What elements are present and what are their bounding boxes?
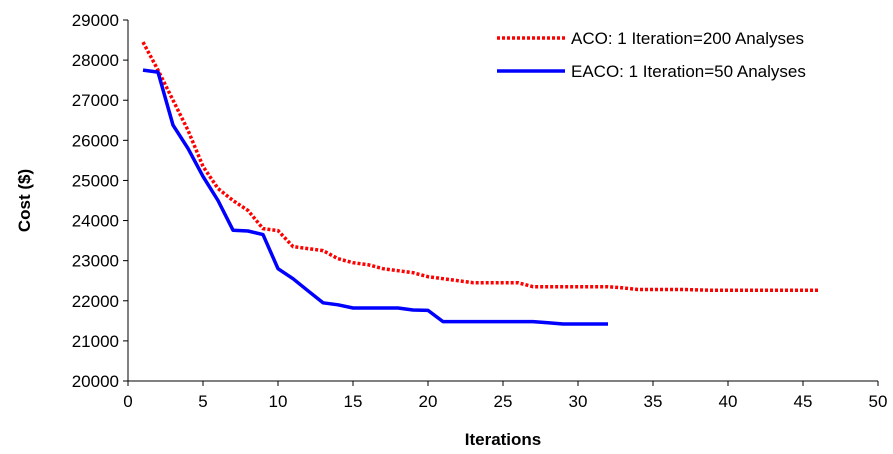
x-axis: 0 5 10 15 20 25 30 35 40 45 50	[123, 380, 888, 411]
legend-label-eaco: EACO: 1 Iteration=50 Analyses	[571, 62, 806, 81]
y-tick-label: 24000	[72, 212, 119, 231]
series-line-aco	[141, 41, 818, 293]
y-tick-label: 23000	[72, 252, 119, 271]
x-tick-label: 50	[869, 392, 888, 411]
x-tick-label: 40	[719, 392, 738, 411]
x-tick-label: 25	[494, 392, 513, 411]
legend-label-aco: ACO: 1 Iteration=200 Analyses	[571, 29, 804, 48]
legend: ACO: 1 Iteration=200 Analyses EACO: 1 It…	[497, 29, 806, 81]
series-layer	[141, 41, 818, 326]
x-tick-label: 45	[794, 392, 813, 411]
y-axis-title: Cost ($)	[15, 169, 34, 232]
y-tick-label: 25000	[72, 171, 119, 190]
x-tick-label: 20	[419, 392, 438, 411]
x-tick-label: 10	[269, 392, 288, 411]
y-tick-label: 21000	[72, 332, 119, 351]
y-tick-label: 26000	[72, 131, 119, 150]
y-tick-label: 22000	[72, 292, 119, 311]
x-tick-label: 5	[198, 392, 207, 411]
y-tick-label: 29000	[72, 11, 119, 30]
x-tick-label: 15	[344, 392, 363, 411]
x-tick-label: 0	[123, 392, 132, 411]
y-tick-label: 27000	[72, 91, 119, 110]
y-tick-label: 28000	[72, 51, 119, 70]
y-axis: 20000 21000 22000 23000 24000 25000 26000 27000…	[72, 11, 129, 391]
x-tick-label: 35	[644, 392, 663, 411]
y-tick-label: 20000	[72, 372, 119, 391]
x-axis-title: Iterations	[465, 430, 542, 449]
series-line-eaco	[142, 68, 608, 326]
x-tick-label: 30	[569, 392, 588, 411]
